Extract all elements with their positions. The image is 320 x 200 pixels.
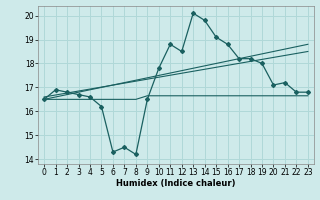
X-axis label: Humidex (Indice chaleur): Humidex (Indice chaleur) — [116, 179, 236, 188]
